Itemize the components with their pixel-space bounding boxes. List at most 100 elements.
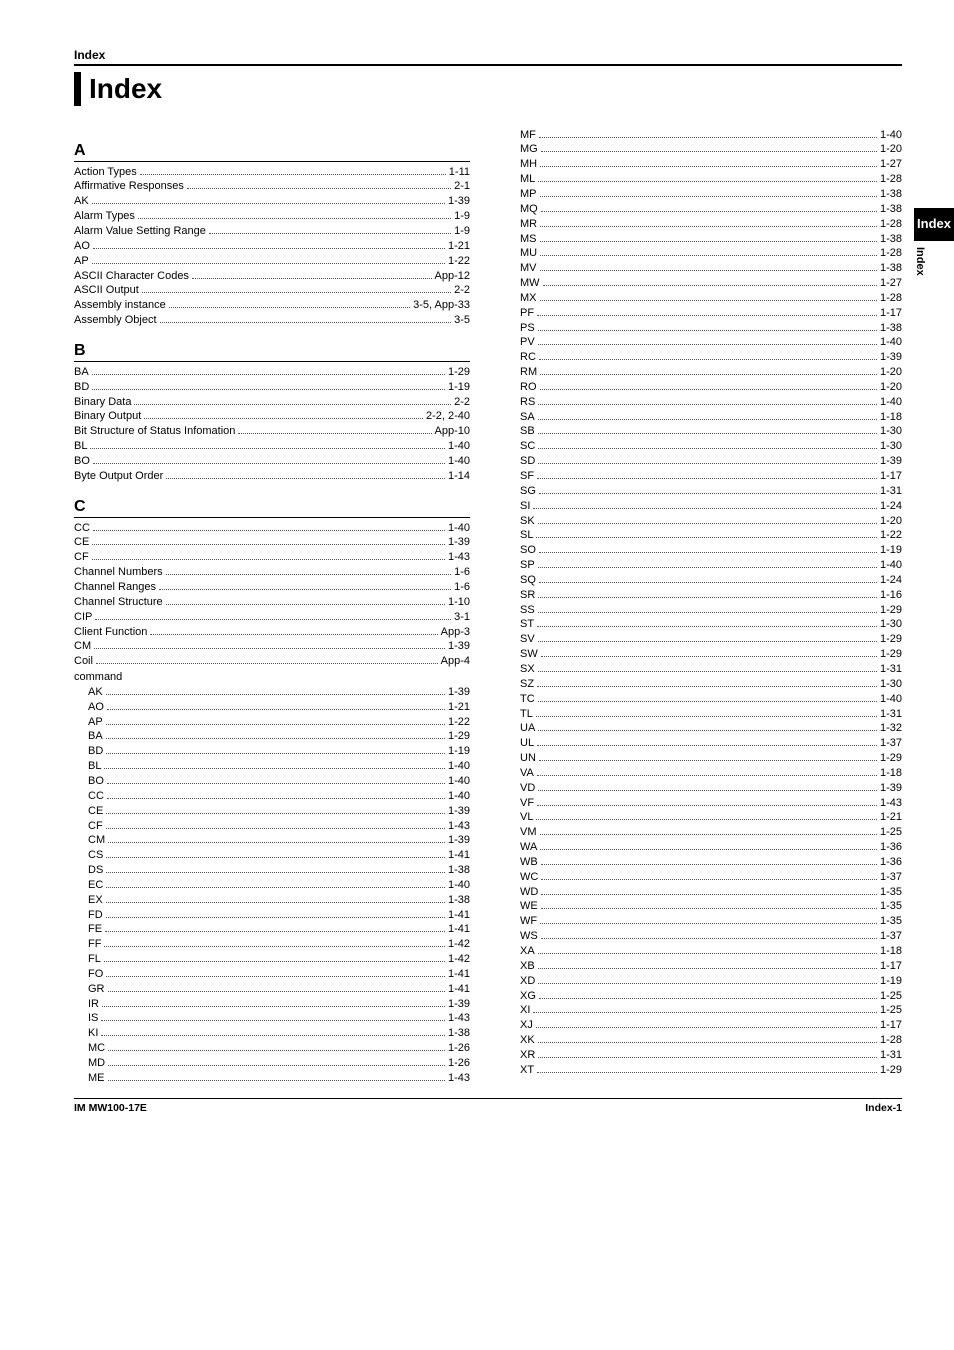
index-entry-page: 1-22 <box>880 528 902 543</box>
index-entry: AO 1-21 <box>74 239 470 254</box>
index-entry: CF1-43 <box>74 550 470 565</box>
leader-dots <box>538 983 877 984</box>
column-right: MF1-40MG1-20MH1-27ML1-28MP1-38MQ1-38MR1-… <box>506 128 902 1086</box>
index-entry-page: 1-10 <box>448 595 470 610</box>
index-columns: AAction Types1-11Affirmative Responses2-… <box>74 128 902 1086</box>
leader-dots <box>533 1012 877 1013</box>
index-entry-page: 1-31 <box>880 707 902 722</box>
index-entry-page: 1-18 <box>880 944 902 959</box>
leader-dots <box>538 612 877 613</box>
index-entry-label: WD <box>520 885 538 900</box>
index-entry-label: AK <box>74 194 89 209</box>
leader-dots <box>538 344 877 345</box>
index-entry-label: SO <box>520 543 536 558</box>
index-entry: WS1-37 <box>506 929 902 944</box>
index-entry: BL1-40 <box>74 759 470 774</box>
index-entry: AK1-39 <box>74 685 470 700</box>
index-entry-label: ME <box>88 1071 105 1086</box>
index-entry: XI 1-25 <box>506 1003 902 1018</box>
index-entry-label: MS <box>520 232 537 247</box>
leader-dots <box>541 864 877 865</box>
index-entry-label: AO <box>74 239 90 254</box>
index-entry: UL1-37 <box>506 736 902 751</box>
index-entry: WF1-35 <box>506 914 902 929</box>
leader-dots <box>538 1057 877 1058</box>
leader-dots <box>540 166 877 167</box>
leader-dots <box>541 938 877 939</box>
index-entry-page: 1-39 <box>448 194 470 209</box>
index-entry-page: 1-28 <box>880 172 902 187</box>
index-entry-page: 1-41 <box>448 922 470 937</box>
index-entry: MV1-38 <box>506 261 902 276</box>
leader-dots <box>106 917 445 918</box>
side-tab: Index Index <box>914 208 954 276</box>
index-entry: CM1-39 <box>74 833 470 848</box>
index-entry: Alarm Value Setting Range1-9 <box>74 224 470 239</box>
leader-dots <box>92 374 445 375</box>
index-entry-page: 1-25 <box>880 1003 902 1018</box>
index-entry-label: EC <box>88 878 103 893</box>
leader-dots <box>140 174 446 175</box>
index-entry-label: Channel Numbers <box>74 565 163 580</box>
index-entry-page: 1-43 <box>448 1011 470 1026</box>
index-entry-page: 1-27 <box>880 157 902 172</box>
leader-dots <box>106 724 445 725</box>
index-entry: SX1-31 <box>506 662 902 677</box>
index-entry: ASCII Character CodesApp-12 <box>74 269 470 284</box>
index-entry-label: Channel Structure <box>74 595 163 610</box>
leader-dots <box>108 1065 445 1066</box>
index-entry-page: 1-29 <box>880 751 902 766</box>
index-entry: CF1-43 <box>74 819 470 834</box>
leader-dots <box>538 330 877 331</box>
index-entry: Client FunctionApp-3 <box>74 625 470 640</box>
index-entry: BD1-19 <box>74 744 470 759</box>
index-entry-page: 1-20 <box>880 365 902 380</box>
index-entry-page: 1-17 <box>880 469 902 484</box>
leader-dots <box>134 404 451 405</box>
index-entry: CC1-40 <box>74 521 470 536</box>
index-entry: FL1-42 <box>74 952 470 967</box>
leader-dots <box>106 753 445 754</box>
leader-dots <box>187 188 451 189</box>
index-entry-label: Byte Output Order <box>74 469 163 484</box>
index-entry-label: WA <box>520 840 537 855</box>
leader-dots <box>538 790 877 791</box>
index-entry-page: 1-37 <box>880 736 902 751</box>
index-entry: Assembly instance3-5, App-33 <box>74 298 470 313</box>
index-entry: MW1-27 <box>506 276 902 291</box>
index-entry-label: RM <box>520 365 537 380</box>
index-entry-page: 1-38 <box>448 1026 470 1041</box>
index-entry-label: MP <box>520 187 537 202</box>
leader-dots <box>106 872 445 873</box>
leader-dots <box>541 656 877 657</box>
index-entry-label: XI <box>520 1003 530 1018</box>
side-tab-vertical: Index <box>914 241 939 276</box>
index-entry: XB1-17 <box>506 959 902 974</box>
index-entry-label: CIP <box>74 610 92 625</box>
index-entry: Binary Data2-2 <box>74 395 470 410</box>
index-entry-label: WC <box>520 870 538 885</box>
index-entry: BA1-29 <box>74 365 470 380</box>
index-entry: VL1-21 <box>506 810 902 825</box>
leader-dots <box>540 923 877 924</box>
leader-dots <box>538 448 877 449</box>
index-entry: VA1-18 <box>506 766 902 781</box>
index-entry-label: Channel Ranges <box>74 580 156 595</box>
index-entry: PS1-38 <box>506 321 902 336</box>
leader-dots <box>104 768 445 769</box>
leader-dots <box>169 307 410 308</box>
index-entry-label: ASCII Character Codes <box>74 269 189 284</box>
index-entry-label: SL <box>520 528 533 543</box>
leader-dots <box>538 419 877 420</box>
index-entry-page: 1-40 <box>448 774 470 789</box>
index-entry-label: XG <box>520 989 536 1004</box>
index-entry-page: 1-19 <box>448 744 470 759</box>
page-title: Index <box>89 72 162 106</box>
index-entry: MC1-26 <box>74 1041 470 1056</box>
index-entry-page: 1-40 <box>448 759 470 774</box>
index-entry-page: 1-21 <box>448 239 470 254</box>
leader-dots <box>538 641 877 642</box>
index-entry-page: 1-24 <box>880 499 902 514</box>
index-entry-page: 1-39 <box>880 350 902 365</box>
index-entry: SG1-31 <box>506 484 902 499</box>
